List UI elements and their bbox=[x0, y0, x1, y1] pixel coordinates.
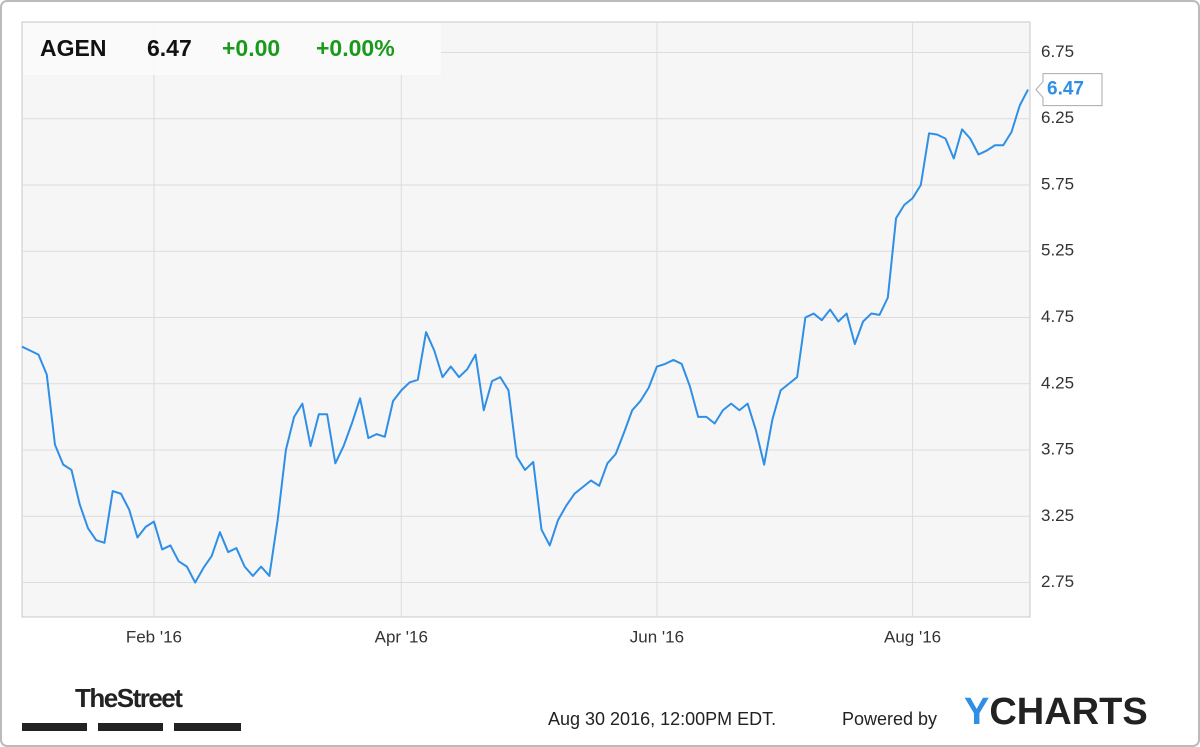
brand-rest: CHARTS bbox=[989, 691, 1147, 733]
y-tick-label: 2.75 bbox=[1041, 572, 1074, 591]
header-box bbox=[23, 23, 441, 75]
y-tick-label: 6.25 bbox=[1041, 108, 1074, 127]
ticker: AGEN bbox=[40, 35, 106, 61]
brand: YCHARTS bbox=[964, 691, 1148, 733]
y-tick-label: 4.25 bbox=[1041, 373, 1074, 392]
plot-area bbox=[21, 21, 1031, 618]
x-tick-label: Aug '16 bbox=[884, 627, 941, 646]
y-tick-label: 5.25 bbox=[1041, 241, 1074, 260]
y-tick-label: 4.75 bbox=[1041, 307, 1074, 326]
y-tick-label: 3.75 bbox=[1041, 440, 1074, 459]
y-tick-label: 5.75 bbox=[1041, 174, 1074, 193]
change-percent: +0.00% bbox=[316, 35, 395, 61]
timestamp: Aug 30 2016, 12:00PM EDT. bbox=[548, 709, 776, 729]
series bbox=[21, 89, 1029, 584]
price: 6.47 bbox=[147, 35, 192, 61]
logo-bar bbox=[174, 723, 241, 731]
y-tick-label: 6.75 bbox=[1041, 42, 1074, 61]
y-tick-label: 3.25 bbox=[1041, 506, 1074, 525]
logo-bar bbox=[98, 723, 163, 731]
price-line bbox=[21, 89, 1029, 584]
logo-bar bbox=[22, 723, 87, 731]
last-value-callout bbox=[1035, 73, 1103, 107]
x-tick-label: Apr '16 bbox=[375, 627, 428, 646]
change: +0.00 bbox=[222, 35, 280, 61]
last-value-label: 6.47 bbox=[1047, 79, 1084, 100]
source-logo: TheStreet bbox=[75, 683, 183, 713]
x-tick-label: Feb '16 bbox=[126, 627, 182, 646]
brand-accent: Y bbox=[964, 691, 989, 733]
x-tick-label: Jun '16 bbox=[630, 627, 684, 646]
powered-by: Powered by bbox=[842, 709, 937, 729]
